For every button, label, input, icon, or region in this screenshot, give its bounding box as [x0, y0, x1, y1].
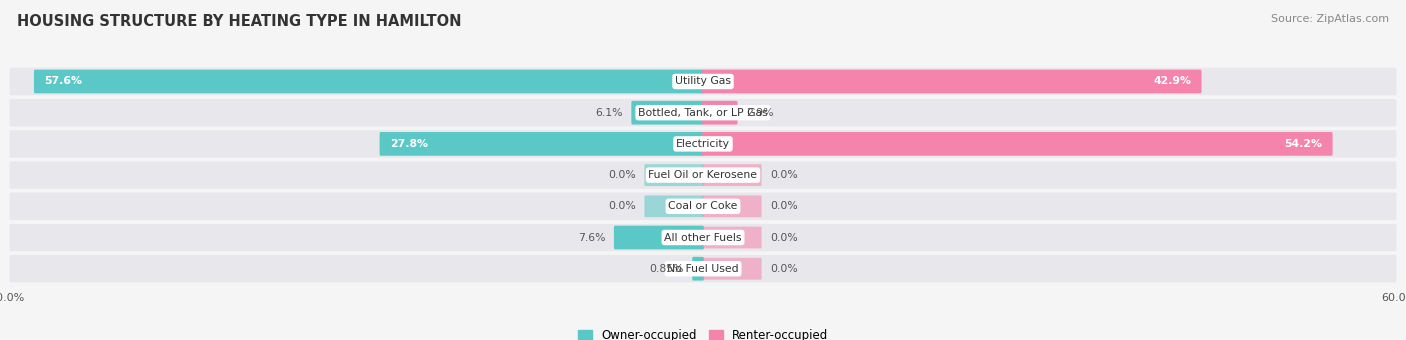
- FancyBboxPatch shape: [703, 258, 762, 279]
- FancyBboxPatch shape: [10, 255, 1396, 283]
- Text: 0.0%: 0.0%: [770, 264, 799, 274]
- Text: Electricity: Electricity: [676, 139, 730, 149]
- Text: 0.0%: 0.0%: [770, 170, 799, 180]
- Text: 57.6%: 57.6%: [44, 76, 82, 86]
- FancyBboxPatch shape: [703, 195, 762, 217]
- Text: HOUSING STRUCTURE BY HEATING TYPE IN HAMILTON: HOUSING STRUCTURE BY HEATING TYPE IN HAM…: [17, 14, 461, 29]
- Text: 7.6%: 7.6%: [578, 233, 606, 242]
- Text: Fuel Oil or Kerosene: Fuel Oil or Kerosene: [648, 170, 758, 180]
- FancyBboxPatch shape: [644, 164, 703, 186]
- FancyBboxPatch shape: [10, 130, 1396, 158]
- FancyBboxPatch shape: [702, 70, 1202, 94]
- Text: Coal or Coke: Coal or Coke: [668, 201, 738, 211]
- FancyBboxPatch shape: [702, 132, 1333, 156]
- FancyBboxPatch shape: [702, 101, 738, 124]
- FancyBboxPatch shape: [692, 257, 704, 280]
- FancyBboxPatch shape: [380, 132, 704, 156]
- FancyBboxPatch shape: [614, 226, 704, 249]
- Text: 2.9%: 2.9%: [747, 108, 773, 118]
- FancyBboxPatch shape: [10, 162, 1396, 189]
- Legend: Owner-occupied, Renter-occupied: Owner-occupied, Renter-occupied: [572, 324, 834, 340]
- Text: No Fuel Used: No Fuel Used: [668, 264, 738, 274]
- Text: 42.9%: 42.9%: [1153, 76, 1191, 86]
- Text: All other Fuels: All other Fuels: [664, 233, 742, 242]
- FancyBboxPatch shape: [703, 164, 762, 186]
- Text: 0.0%: 0.0%: [607, 170, 636, 180]
- FancyBboxPatch shape: [10, 192, 1396, 220]
- Text: 27.8%: 27.8%: [389, 139, 427, 149]
- Text: 0.0%: 0.0%: [770, 201, 799, 211]
- FancyBboxPatch shape: [631, 101, 704, 124]
- FancyBboxPatch shape: [10, 99, 1396, 126]
- Text: 0.85%: 0.85%: [650, 264, 683, 274]
- Text: 54.2%: 54.2%: [1285, 139, 1323, 149]
- Text: Source: ZipAtlas.com: Source: ZipAtlas.com: [1271, 14, 1389, 23]
- FancyBboxPatch shape: [703, 226, 762, 249]
- Text: 0.0%: 0.0%: [607, 201, 636, 211]
- Text: 6.1%: 6.1%: [596, 108, 623, 118]
- FancyBboxPatch shape: [10, 224, 1396, 251]
- FancyBboxPatch shape: [34, 70, 704, 94]
- Text: 0.0%: 0.0%: [770, 233, 799, 242]
- Text: Utility Gas: Utility Gas: [675, 76, 731, 86]
- FancyBboxPatch shape: [644, 195, 703, 217]
- FancyBboxPatch shape: [10, 68, 1396, 95]
- Text: Bottled, Tank, or LP Gas: Bottled, Tank, or LP Gas: [638, 108, 768, 118]
